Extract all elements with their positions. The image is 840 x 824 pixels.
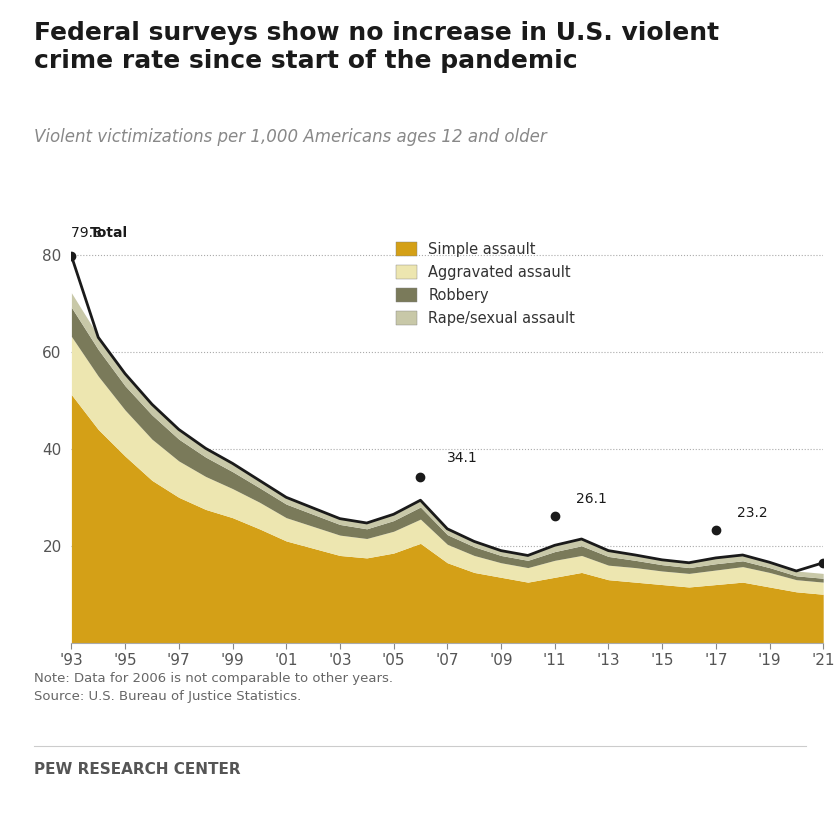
Text: Note: Data for 2006 is not comparable to other years.: Note: Data for 2006 is not comparable to… xyxy=(34,672,392,685)
Text: 79.8: 79.8 xyxy=(71,227,107,241)
Text: 23.2: 23.2 xyxy=(738,506,768,520)
Text: Source: U.S. Bureau of Justice Statistics.: Source: U.S. Bureau of Justice Statistic… xyxy=(34,690,301,703)
Text: Federal surveys show no increase in U.S. violent
crime rate since start of the p: Federal surveys show no increase in U.S.… xyxy=(34,21,719,73)
Text: Total: Total xyxy=(90,227,129,241)
Legend: Simple assault, Aggravated assault, Robbery, Rape/sexual assault: Simple assault, Aggravated assault, Robb… xyxy=(396,242,575,326)
Text: Violent victimizations per 1,000 Americans ages 12 and older: Violent victimizations per 1,000 America… xyxy=(34,128,546,146)
Text: PEW RESEARCH CENTER: PEW RESEARCH CENTER xyxy=(34,762,240,777)
Text: 26.1: 26.1 xyxy=(576,492,607,506)
Text: 34.1: 34.1 xyxy=(448,452,478,466)
